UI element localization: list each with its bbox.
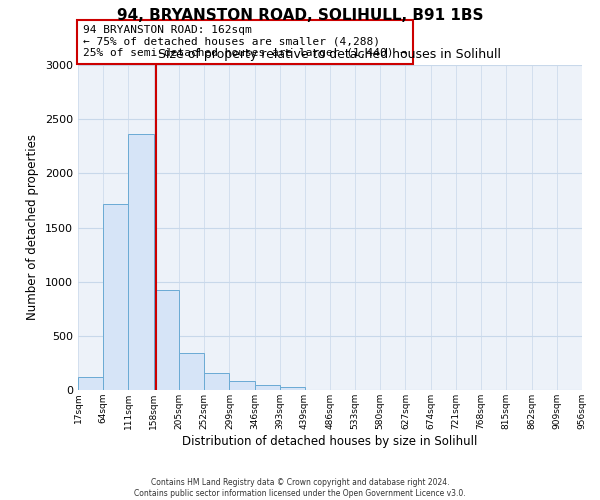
Text: 94, BRYANSTON ROAD, SOLIHULL, B91 1BS: 94, BRYANSTON ROAD, SOLIHULL, B91 1BS	[117, 8, 483, 22]
Bar	[78, 377, 103, 390]
Bar	[154, 290, 179, 390]
Bar	[229, 382, 254, 390]
Bar	[179, 353, 204, 390]
Bar	[103, 204, 128, 390]
Text: Contains HM Land Registry data © Crown copyright and database right 2024.
Contai: Contains HM Land Registry data © Crown c…	[134, 478, 466, 498]
Bar	[204, 372, 229, 390]
Bar	[280, 388, 305, 390]
Title: Size of property relative to detached houses in Solihull: Size of property relative to detached ho…	[158, 48, 502, 61]
Bar	[254, 384, 280, 390]
Text: 94 BRYANSTON ROAD: 162sqm
← 75% of detached houses are smaller (4,288)
25% of se: 94 BRYANSTON ROAD: 162sqm ← 75% of detac…	[83, 26, 407, 58]
Bar	[128, 134, 154, 390]
X-axis label: Distribution of detached houses by size in Solihull: Distribution of detached houses by size …	[182, 434, 478, 448]
Y-axis label: Number of detached properties: Number of detached properties	[26, 134, 40, 320]
